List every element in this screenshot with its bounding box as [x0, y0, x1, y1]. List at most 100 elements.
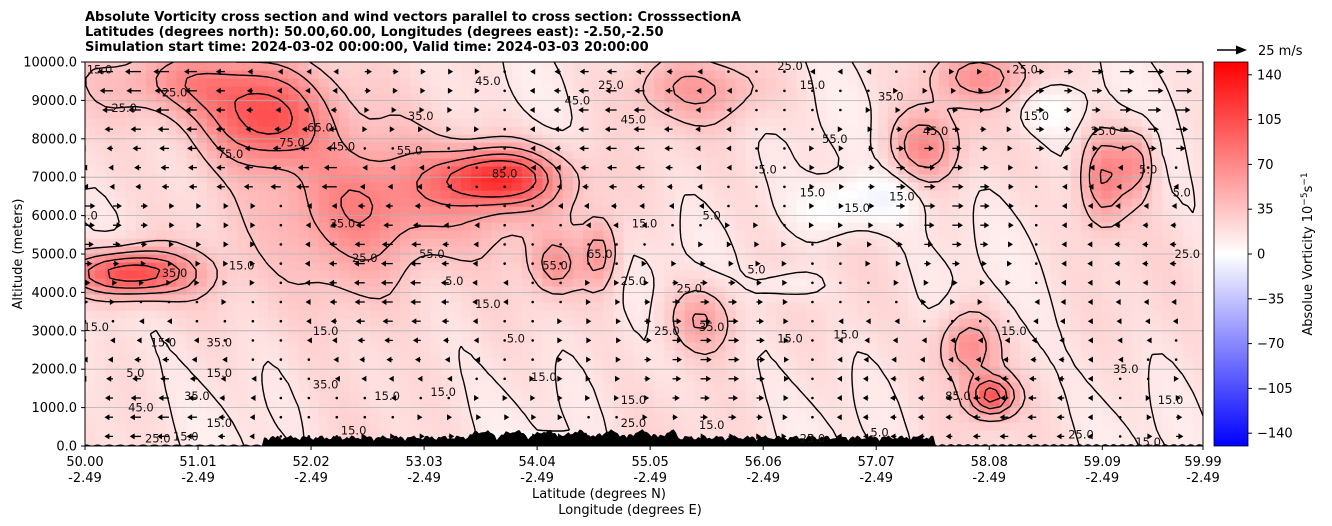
field-cell — [95, 166, 106, 175]
field-cell — [115, 214, 127, 223]
field-cell — [1192, 110, 1203, 119]
field-cell — [623, 262, 635, 271]
field-cell — [776, 270, 787, 279]
field-cell — [796, 222, 808, 231]
field-cell — [359, 238, 371, 247]
title-line-3: Simulation start time: 2024-03-02 00:00:… — [85, 40, 649, 55]
field-cell — [552, 382, 564, 391]
field-cell — [725, 406, 737, 415]
field-cell — [552, 174, 564, 183]
field-cell — [796, 398, 808, 407]
field-cell — [898, 390, 909, 399]
field-cell — [735, 118, 747, 127]
field-cell — [328, 294, 340, 303]
field-cell — [806, 174, 818, 183]
field-cell — [623, 102, 635, 111]
field-cell — [247, 286, 259, 295]
field-cell — [532, 398, 543, 407]
field-cell — [420, 214, 432, 223]
field-cell — [522, 318, 533, 327]
field-cell — [115, 318, 127, 327]
field-cell — [857, 350, 869, 359]
field-cell — [1131, 398, 1143, 407]
field-cell — [400, 118, 411, 127]
field-cell — [135, 414, 147, 423]
field-cell — [1131, 118, 1143, 127]
field-cell — [156, 182, 167, 191]
field-cell — [328, 174, 340, 183]
field-cell — [877, 118, 889, 127]
field-cell — [715, 406, 726, 415]
field-cell — [664, 326, 676, 335]
field-cell — [532, 86, 543, 95]
field-cell — [318, 86, 330, 95]
field-cell — [765, 366, 777, 375]
field-cell — [430, 390, 442, 399]
field-cell — [572, 142, 584, 151]
field-cell — [1009, 334, 1021, 343]
field-cell — [603, 286, 615, 295]
field-cell — [308, 190, 320, 199]
field-cell — [826, 382, 838, 391]
field-cell — [1172, 118, 1184, 127]
field-cell — [806, 286, 818, 295]
field-cell — [166, 246, 178, 255]
field-cell — [186, 294, 198, 303]
field-cell — [95, 374, 106, 383]
field-cell — [735, 286, 747, 295]
field-cell — [461, 206, 472, 215]
field-cell — [674, 414, 686, 423]
field-cell — [583, 134, 594, 143]
field-cell — [898, 398, 909, 407]
field-cell — [623, 166, 635, 175]
field-cell — [857, 134, 869, 143]
field-cell — [349, 230, 361, 239]
field-cell — [166, 118, 178, 127]
field-cell — [410, 86, 421, 95]
field-cell — [400, 246, 411, 255]
field-cell — [85, 214, 96, 223]
field-cell — [95, 262, 106, 271]
field-cell — [308, 398, 320, 407]
field-cell — [196, 174, 208, 183]
field-cell — [278, 206, 289, 215]
field-cell — [583, 286, 594, 295]
field-cell — [898, 254, 909, 263]
field-cell — [400, 350, 411, 359]
field-cell — [359, 262, 371, 271]
field-cell — [664, 262, 676, 271]
field-cell — [755, 182, 767, 191]
field-cell — [450, 174, 462, 183]
field-cell — [1009, 350, 1021, 359]
field-cell — [999, 382, 1011, 391]
field-cell — [796, 246, 808, 255]
field-cell — [1009, 382, 1021, 391]
field-cell — [654, 230, 665, 239]
field-cell — [1101, 150, 1113, 159]
field-cell — [1009, 166, 1021, 175]
field-cell — [349, 430, 361, 439]
field-cell — [1101, 406, 1113, 415]
field-cell — [1050, 206, 1062, 215]
field-cell — [1131, 294, 1143, 303]
field-cell — [715, 190, 726, 199]
field-cell — [877, 150, 889, 159]
field-cell — [593, 390, 604, 399]
field-cell — [1172, 214, 1184, 223]
field-cell — [1182, 206, 1194, 215]
field-cell — [491, 126, 503, 135]
field-cell — [1192, 382, 1203, 391]
field-cell — [206, 302, 218, 311]
field-cell — [583, 398, 594, 407]
field-cell — [461, 86, 472, 95]
field-cell — [979, 318, 991, 327]
field-cell — [704, 302, 716, 311]
field-cell — [145, 390, 157, 399]
field-cell — [206, 150, 218, 159]
field-cell — [867, 366, 879, 375]
field-cell — [1152, 358, 1163, 367]
field-cell — [735, 94, 747, 103]
field-cell — [389, 430, 401, 439]
field-cell — [1009, 422, 1021, 431]
field-cell — [583, 238, 594, 247]
